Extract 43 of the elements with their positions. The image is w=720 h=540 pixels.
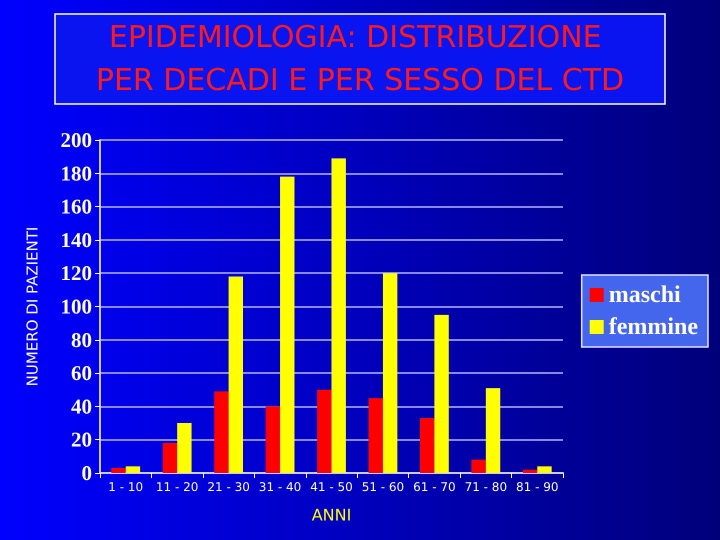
bar (280, 176, 294, 473)
y-tick-label: 200 (60, 128, 92, 152)
bar (434, 314, 449, 473)
x-tick-label: 81 - 90 (516, 480, 559, 494)
y-tick-label: 40 (71, 394, 92, 418)
bar (368, 398, 383, 473)
bar (420, 418, 434, 473)
y-tick-label: 20 (71, 428, 92, 452)
legend-label: maschi (608, 282, 682, 308)
bar (228, 276, 244, 473)
bar (471, 460, 486, 473)
bar (332, 158, 346, 473)
bar (317, 390, 332, 473)
bar (382, 273, 398, 473)
x-tick-label: 71 - 80 (464, 480, 508, 494)
y-tick-label: 60 (71, 361, 92, 386)
bar (214, 391, 229, 473)
chart-title: EPIDEMIOLOGIA: DISTRIBUZIONE PER DECADI E PER SESSO DEL CTD (96, 20, 624, 98)
y-tick-label: 180 (60, 161, 92, 186)
x-tick-label: 51 - 60 (362, 480, 404, 494)
y-axis-title: NUMERO DI PAZIENTI (24, 226, 42, 386)
bar (266, 406, 280, 473)
bar (537, 466, 552, 473)
x-tick-label: 1 - 10 (108, 480, 144, 494)
bar (522, 470, 538, 473)
bar (111, 468, 126, 473)
bar (177, 423, 192, 473)
x-tick-label: 41 - 50 (310, 480, 353, 494)
bar (486, 388, 500, 473)
x-tick-label: 31 - 40 (258, 480, 302, 494)
y-tick-label: 140 (60, 228, 92, 252)
x-tick-label: 61 - 70 (413, 480, 456, 494)
x-axis-title: ANNI (312, 506, 352, 524)
y-tick-label: 120 (60, 261, 92, 286)
bar (126, 466, 140, 473)
y-tick-label: 80 (71, 328, 92, 352)
x-tick-label: 21 - 30 (207, 480, 250, 494)
bar (162, 443, 178, 473)
y-tick-label: 160 (60, 194, 92, 219)
y-tick-label: 100 (60, 294, 92, 318)
y-tick-label: 0 (82, 461, 92, 485)
x-tick-label: 11 - 20 (156, 480, 198, 494)
legend-label: femmine (608, 314, 698, 340)
